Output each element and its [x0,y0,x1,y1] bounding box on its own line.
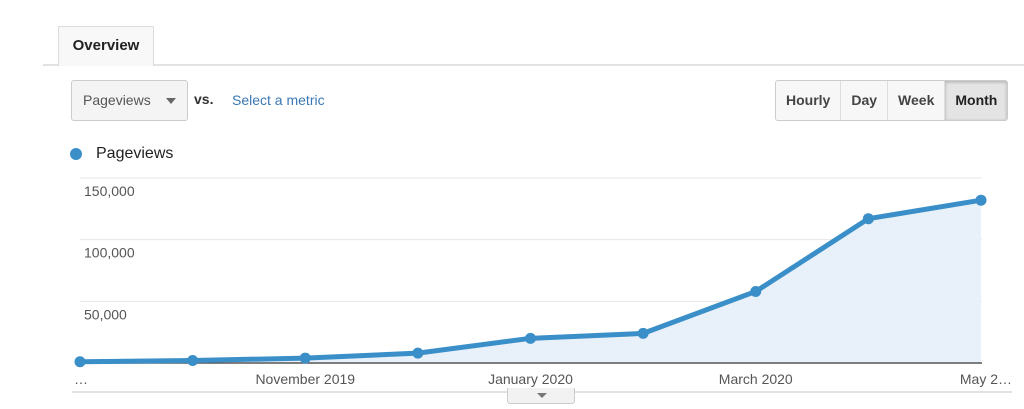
month-button[interactable]: Month [945,81,1008,120]
x-tick-label: May 2… [960,371,1012,387]
caret-down-icon [537,393,547,398]
hourly-button[interactable]: Hourly [776,81,842,120]
tab-bar-divider [43,64,1024,66]
x-tick-label: March 2020 [719,371,793,387]
data-point [525,332,536,344]
legend-dot-icon [70,148,82,160]
y-tick-label: 100,000 [84,245,135,261]
metric-dropdown-value: Pageviews [83,92,151,108]
x-tick-label: … [74,371,88,387]
expand-chart-handle[interactable] [507,388,575,404]
granularity-toggle: Hourly Day Week Month [775,80,1009,121]
y-tick-label: 150,000 [84,183,135,199]
y-tick-label: 50,000 [84,306,127,322]
data-point [637,327,649,339]
x-tick-label: November 2019 [255,371,355,387]
data-point [862,213,874,225]
data-point [187,355,199,367]
week-button[interactable]: Week [888,81,946,120]
x-tick-label: January 2020 [488,371,573,387]
vs-label: vs. [194,91,214,107]
select-metric-link[interactable]: Select a metric [232,92,325,108]
metric-dropdown[interactable]: Pageviews [71,80,188,121]
data-point [74,356,86,368]
data-point [412,347,424,359]
data-point [299,352,311,364]
data-point [975,194,987,206]
area-fill [80,200,981,363]
tab-overview[interactable]: Overview [58,26,154,66]
legend-label: Pageviews [96,145,174,162]
data-point [750,285,762,297]
chart-legend: Pageviews [70,145,173,163]
day-button[interactable]: Day [841,81,889,120]
caret-down-icon [166,98,176,104]
